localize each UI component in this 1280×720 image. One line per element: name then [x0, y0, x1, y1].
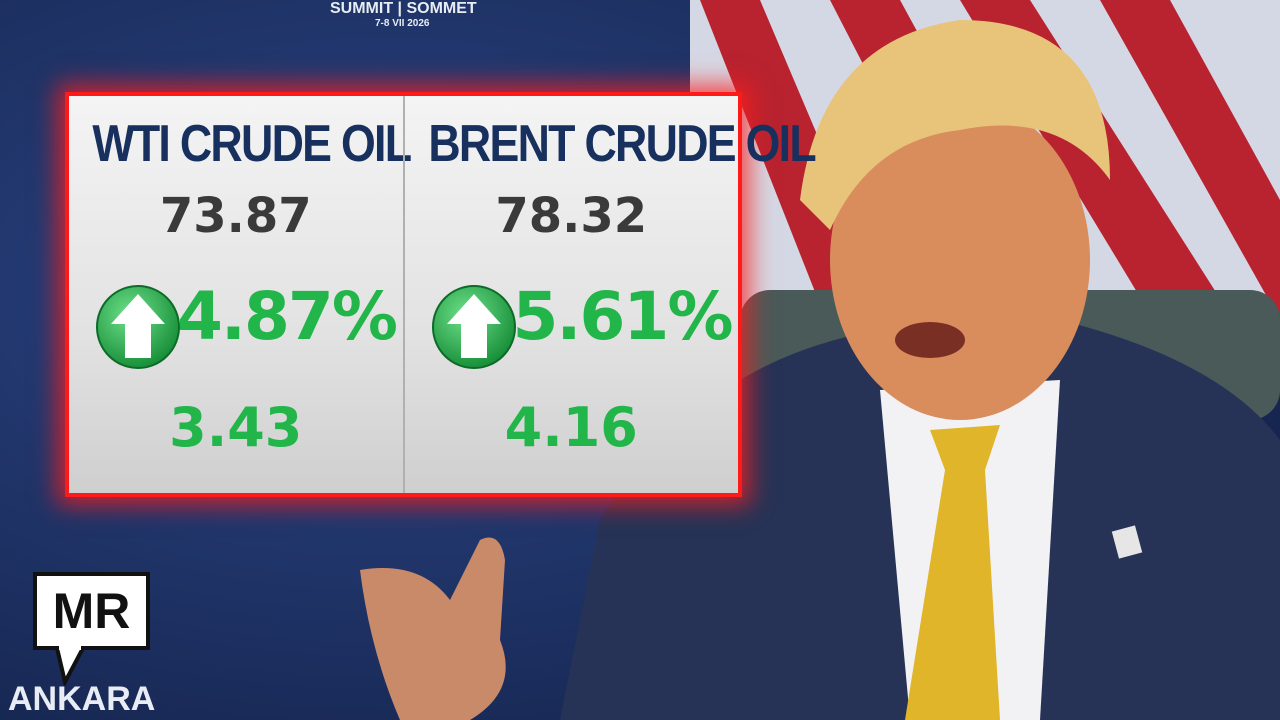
- commodity-title: WTI CRUDE OIL: [92, 115, 412, 173]
- up-arrow-icon: [95, 284, 181, 374]
- oil-ticker: WTI CRUDE OIL 73.87 4.87% 3.43 BRENT CRUDE O…: [65, 92, 816, 497]
- price: 73.87: [159, 188, 312, 244]
- logo-tail: [55, 646, 85, 686]
- channel-logo: MR: [33, 572, 150, 650]
- event-city: ANKARA: [8, 680, 156, 718]
- change: 3.43: [169, 396, 303, 459]
- price: 78.32: [495, 188, 648, 244]
- change-percent: 5.61%: [512, 278, 734, 355]
- hand: [360, 537, 506, 720]
- hair: [800, 20, 1110, 230]
- up-arrow-icon: [431, 284, 517, 374]
- event-name: SUMMIT | SOMMET: [330, 0, 477, 17]
- ticker-column: BRENT CRUDE OIL 78.32 5.61% 4.16: [402, 96, 816, 493]
- change-percent: 4.87%: [177, 278, 398, 355]
- tie: [905, 425, 1000, 720]
- commodity-title: BRENT CRUDE OIL: [427, 115, 816, 173]
- change: 4.16: [504, 396, 638, 459]
- event-dates: 7-8 VII 2026: [375, 18, 430, 29]
- ticker-column: WTI CRUDE OIL 73.87 4.87% 3.43: [69, 96, 412, 493]
